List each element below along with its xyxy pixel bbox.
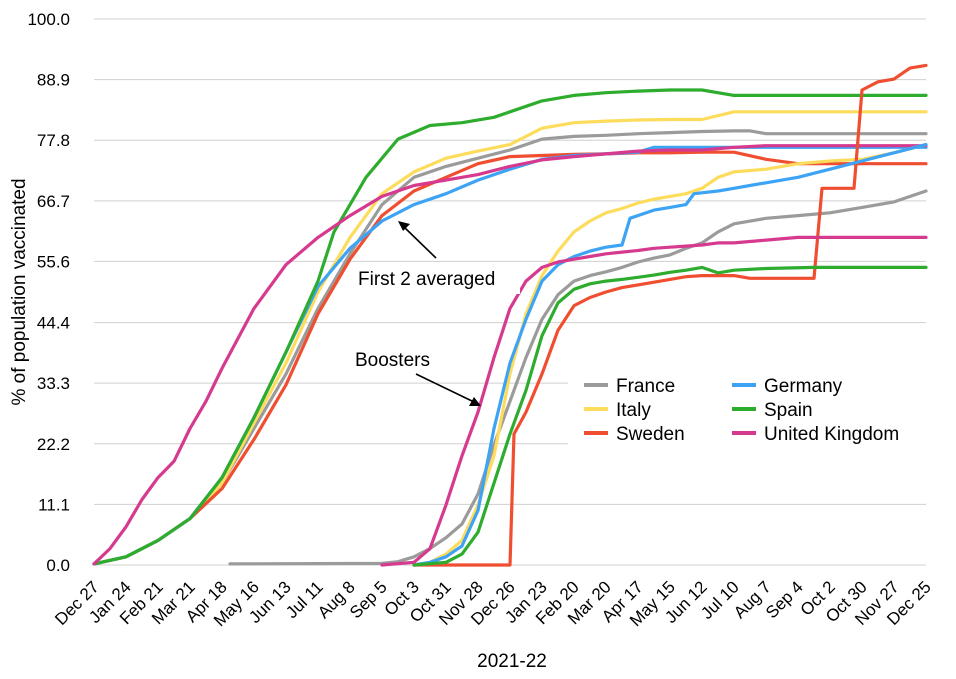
- x-axis-title: 2021-22: [477, 651, 547, 672]
- legend: France Germany Italy Spain Sweden United King…: [584, 376, 899, 445]
- legend-label-spain: Spain: [764, 400, 813, 421]
- series-line-spain: [92, 88, 928, 566]
- series-line-sweden-boosters: [412, 63, 928, 567]
- y-tick-label: 11.1: [38, 495, 70, 514]
- series-line-spain-boosters: [412, 265, 928, 567]
- legend-label-united-kingdom: United Kingdom: [764, 424, 899, 445]
- series-line-united-kingdom-boosters: [380, 235, 928, 567]
- y-tick-label: 66.7: [37, 192, 70, 211]
- annotation-boosters-arrowhead: [469, 397, 481, 406]
- y-tick-label: 44.4: [37, 314, 70, 333]
- annotation-first-2-bg: [352, 262, 520, 294]
- x-tick-label: Sep 4: [762, 577, 807, 622]
- y-tick-label: 0.0: [46, 556, 70, 575]
- legend-label-germany: Germany: [764, 376, 843, 397]
- series-line-germany-boosters: [412, 143, 928, 567]
- series-line-france-boosters: [228, 189, 928, 566]
- y-tick-label: 100.0: [27, 10, 70, 29]
- series-group: [92, 63, 928, 567]
- y-tick-label: 22.2: [37, 435, 70, 454]
- annotation-first-2: First 2 averaged: [358, 269, 495, 290]
- x-tick-label: Sep 5: [346, 577, 391, 622]
- annotation-boosters-arrow: [415, 373, 475, 403]
- series-line-united-kingdom: [92, 144, 928, 566]
- annotation-first-2-arrowhead: [398, 221, 410, 231]
- annotation-boosters-bg: [350, 344, 444, 374]
- legend-label-italy: Italy: [616, 400, 651, 421]
- grid: [94, 18, 926, 566]
- y-tick-label: 55.6: [37, 252, 70, 271]
- y-tick-label: 77.8: [37, 131, 70, 150]
- series-line-sweden: [92, 150, 928, 566]
- annotation-first-2-arrow: [403, 226, 437, 259]
- y-tick-label: 88.9: [37, 71, 70, 90]
- y-tick-label: 33.3: [37, 374, 70, 393]
- series-line-germany: [92, 145, 928, 566]
- annotation-boosters: Boosters: [355, 350, 430, 371]
- legend-label-france: France: [616, 376, 675, 397]
- y-axis-title: % of population vaccinated: [9, 178, 30, 405]
- series-line-france: [92, 129, 928, 566]
- legend-label-sweden: Sweden: [616, 424, 685, 445]
- series-line-italy: [92, 110, 928, 566]
- y-axis: 0.0 11.1 22.2 33.3 44.4 55.6 66.7 77.8 88.9 100.0: [27, 10, 70, 575]
